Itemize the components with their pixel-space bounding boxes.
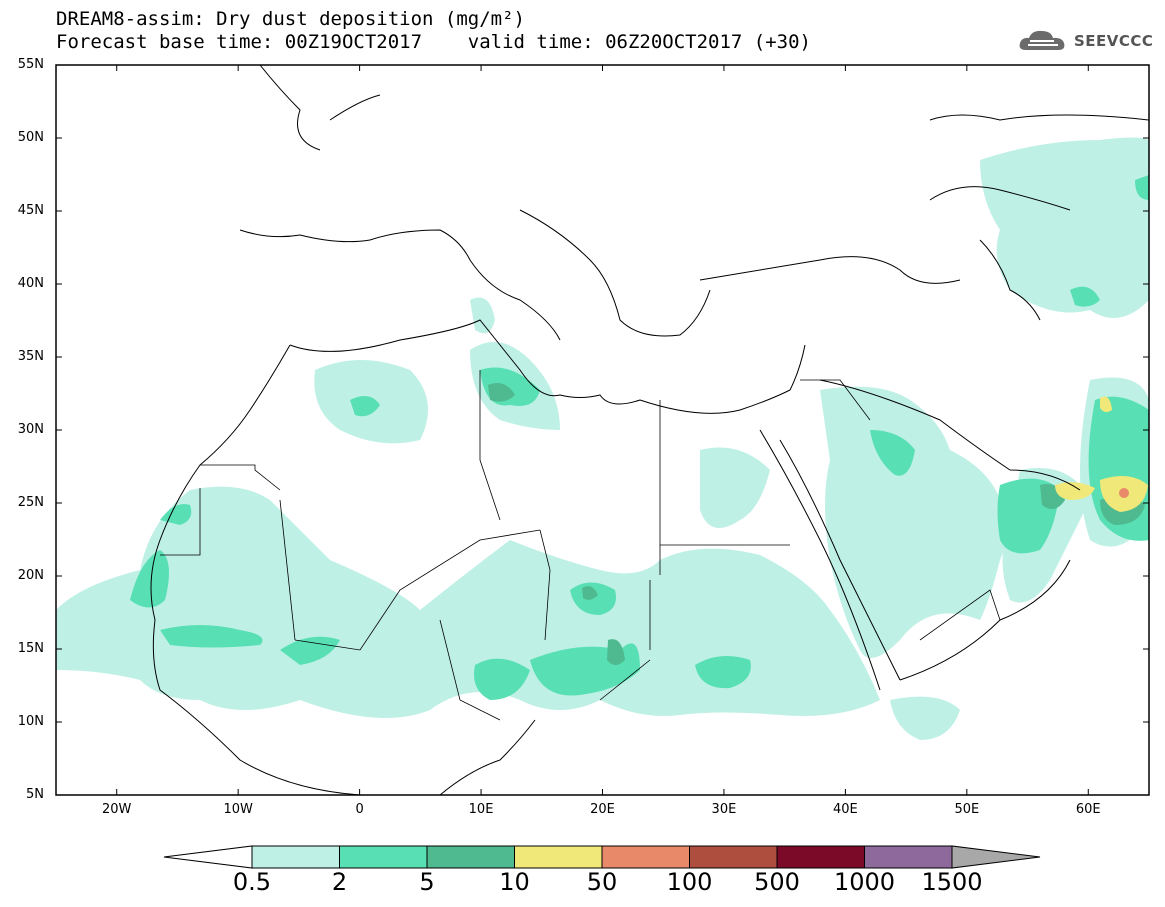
lon-label-10W: 10W — [223, 802, 253, 817]
colorbar-left-arrow — [163, 845, 253, 869]
colorbar-right-arrow — [951, 845, 1041, 869]
country-borders — [160, 370, 1001, 721]
colorbar-label: 5 — [419, 868, 435, 896]
colorbar-label: 1500 — [921, 868, 983, 896]
colorbar-swatch — [864, 845, 953, 869]
lat-label-45N: 45N — [17, 203, 44, 218]
map-subtitle: Forecast base time: 00Z19OCT2017 valid t… — [56, 31, 811, 53]
colorbar-label: 50 — [586, 868, 618, 896]
lon-label-10E: 10E — [468, 802, 494, 817]
dust-field — [56, 137, 1149, 740]
lon-label-0: 0 — [355, 802, 364, 817]
colorbar-label: 0.5 — [232, 868, 272, 896]
logo-text: SEEVCCC — [1074, 32, 1154, 50]
lat-label-20N: 20N — [17, 568, 44, 583]
lon-label-40E: 40E — [832, 802, 858, 817]
lat-label-10N: 10N — [17, 714, 44, 729]
lat-label-25N: 25N — [17, 495, 44, 510]
colorbar-swatch — [339, 845, 428, 869]
colorbar-label: 2 — [331, 868, 348, 896]
longitude-tick-marks — [116, 65, 1089, 795]
lat-label-55N: 55N — [17, 57, 44, 72]
lon-label-20W: 20W — [102, 802, 132, 817]
lon-label-50E: 50E — [954, 802, 980, 817]
lon-label-30E: 30E — [711, 802, 737, 817]
colorbar-swatch — [426, 845, 515, 869]
lat-label-35N: 35N — [17, 349, 44, 364]
colorbar — [163, 845, 1041, 869]
colorbar-label: 10 — [499, 868, 530, 896]
lat-label-40N: 40N — [17, 276, 44, 291]
lat-label-5N: 5N — [26, 787, 44, 802]
map-title: DREAM8-assim: Dry dust deposition (mg/m²… — [56, 8, 525, 30]
colorbar-label: 500 — [754, 868, 800, 896]
latitude-tick-marks — [56, 64, 1149, 796]
seevccc-logo: SEEVCCC — [1018, 28, 1153, 54]
colorbar-label: 100 — [666, 868, 713, 896]
coastlines — [150, 65, 1149, 795]
colorbar-swatch — [514, 845, 603, 869]
colorbar-swatch — [601, 845, 690, 869]
lat-label-15N: 15N — [17, 641, 44, 656]
lon-label-60E: 60E — [1075, 802, 1101, 817]
colorbar-swatch — [251, 845, 340, 869]
colorbar-label: 1000 — [833, 868, 896, 896]
colorbar-swatch — [776, 845, 865, 869]
lat-label-30N: 30N — [17, 422, 44, 437]
lon-label-20E: 20E — [590, 802, 615, 817]
cloud-logo-icon — [1019, 30, 1065, 50]
lat-label-50N: 50N — [17, 130, 44, 145]
colorbar-swatch — [689, 845, 778, 869]
